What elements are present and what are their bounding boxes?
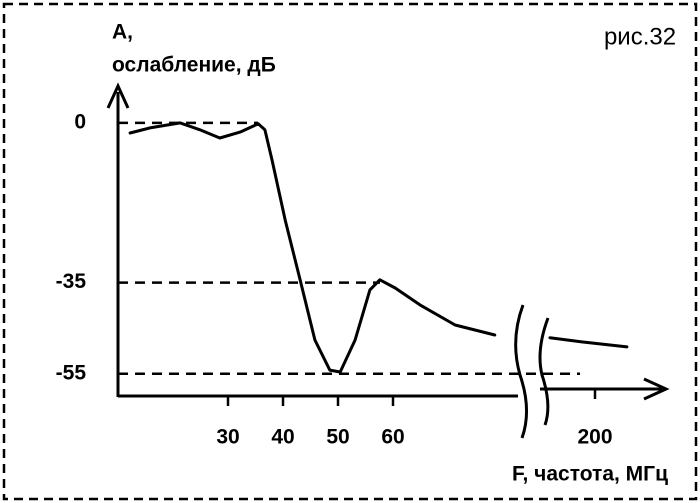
y-label: A,: [112, 21, 133, 44]
x-arrow: [643, 377, 670, 401]
x-tick-label: 30: [216, 426, 239, 449]
chart-title: рис.32: [604, 23, 676, 50]
x-tick-label: 200: [577, 426, 612, 449]
x-tick-label: 60: [381, 426, 404, 449]
x-tick-label: 40: [271, 426, 294, 449]
y-label: ослабление, дБ: [112, 54, 276, 77]
y-arrow: [106, 82, 130, 109]
y-tick-label: -35: [56, 270, 87, 293]
axis-break: [538, 317, 550, 426]
x-tick-label: 50: [326, 426, 349, 449]
x-label: F, частота, МГц: [512, 463, 668, 486]
axis-break: [514, 304, 529, 439]
y-tick-label: 0: [74, 110, 86, 133]
data-line: [128, 121, 629, 374]
y-tick-label: -55: [56, 361, 87, 384]
